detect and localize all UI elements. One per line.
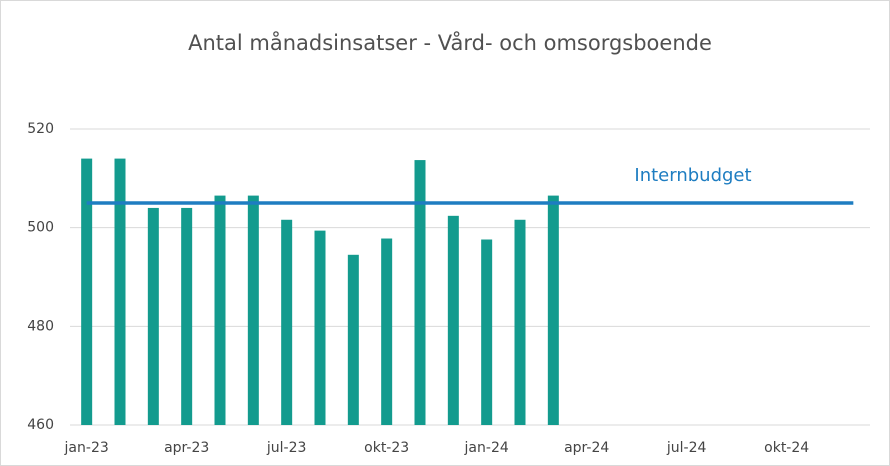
- bar: [347, 254, 359, 425]
- bar: [514, 219, 526, 425]
- bar: [281, 219, 293, 425]
- line-label: Internbudget: [634, 165, 751, 186]
- x-tick-label: okt-24: [764, 440, 809, 456]
- y-tick-label: 520: [27, 121, 54, 137]
- x-tick-label: okt-23: [364, 440, 409, 456]
- bar: [414, 160, 426, 425]
- bar: [147, 207, 159, 425]
- bar: [214, 195, 226, 425]
- bar: [481, 239, 493, 425]
- bar: [447, 215, 459, 425]
- bar: [247, 195, 259, 425]
- y-tick-label: 480: [27, 318, 54, 334]
- bar: [81, 158, 93, 425]
- chart-title: Antal månadsinsatser - Vård- och omsorgs…: [188, 30, 712, 55]
- bar: [181, 207, 193, 425]
- bar: [547, 195, 559, 425]
- x-tick-label: jul-24: [666, 440, 707, 456]
- bar: [114, 158, 126, 425]
- bar: [314, 230, 326, 425]
- x-tick-label: jan-23: [64, 440, 109, 456]
- x-tick-label: apr-24: [564, 440, 609, 456]
- y-tick-label: 460: [27, 417, 54, 433]
- bar: [381, 238, 393, 425]
- x-tick-label: apr-23: [164, 440, 209, 456]
- x-tick-label: jul-23: [266, 440, 307, 456]
- x-tick-label: jan-24: [464, 440, 509, 456]
- y-tick-label: 500: [27, 220, 54, 236]
